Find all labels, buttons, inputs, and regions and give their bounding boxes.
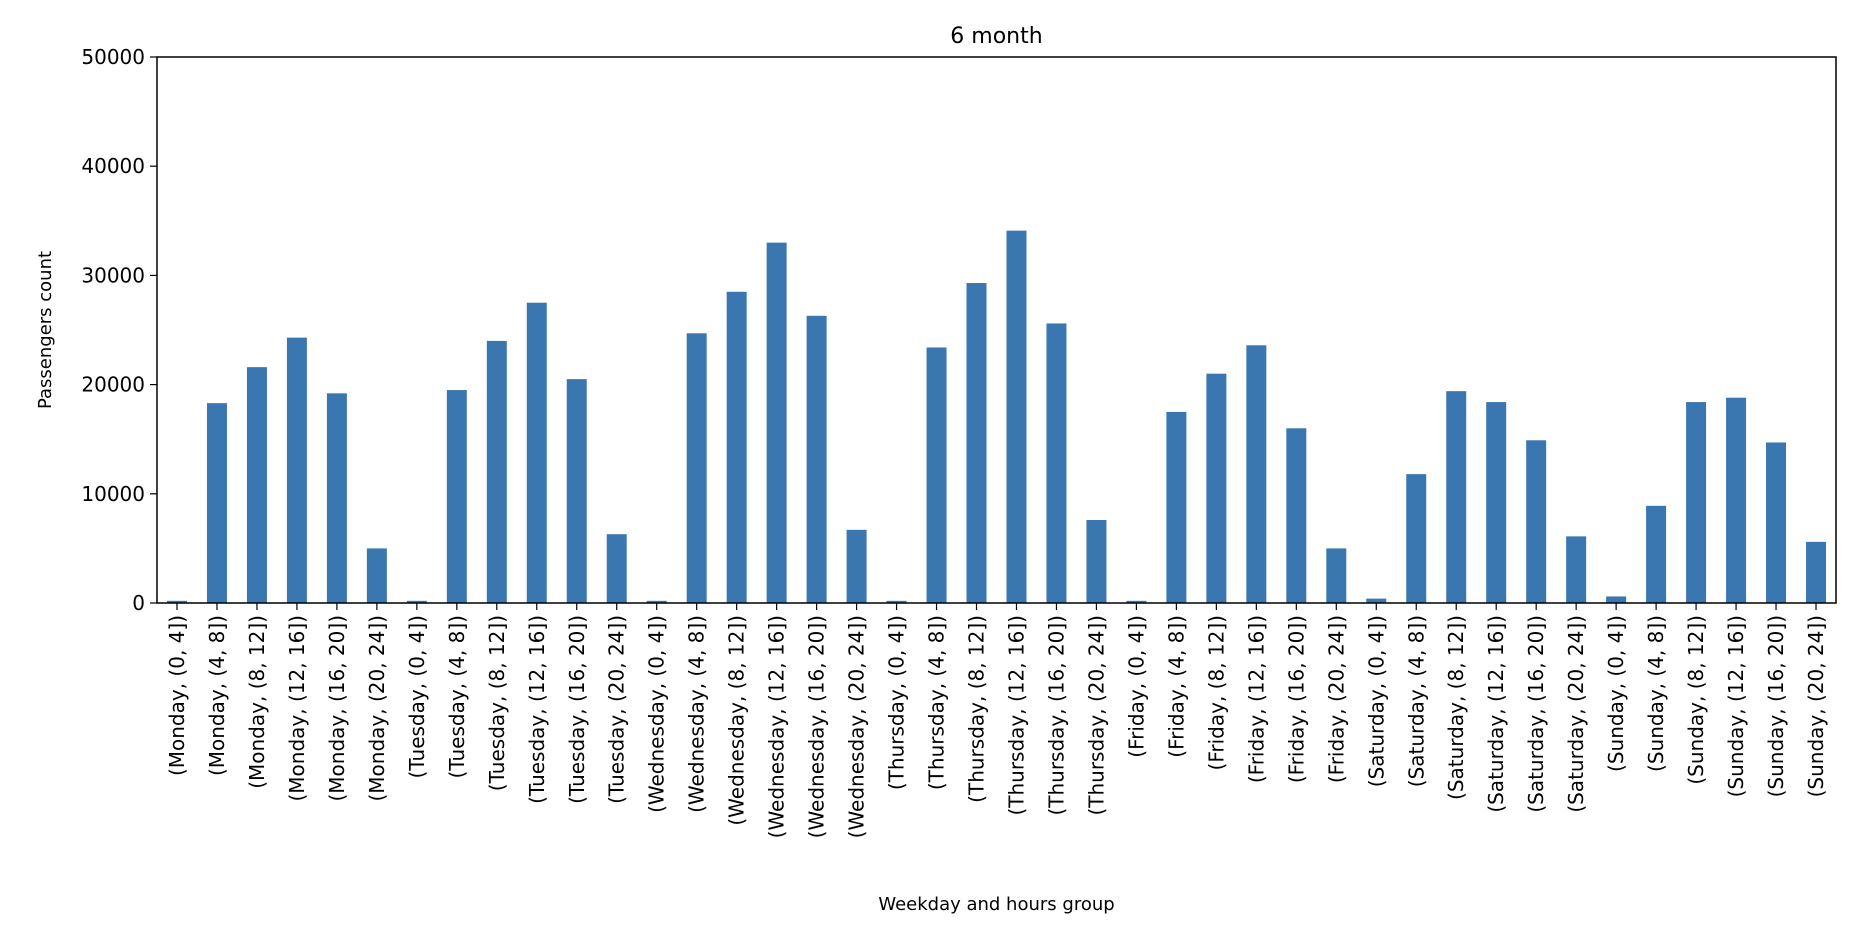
x-tick-label: (Sunday, (20, 24]) (1804, 615, 1828, 797)
bar (1726, 397, 1747, 603)
x-tick-label: (Tuesday, (12, 16]) (525, 615, 549, 804)
bar (1806, 541, 1827, 603)
bar (1366, 598, 1387, 603)
x-tick-label: (Saturday, (8, 12]) (1444, 615, 1468, 800)
x-tick-label: (Wednesday, (16, 20]) (805, 615, 829, 838)
x-tick-label: (Friday, (20, 24]) (1324, 615, 1348, 783)
x-tick-label: (Saturday, (20, 24]) (1564, 615, 1588, 813)
x-tick-label: (Thursday, (4, 8]) (925, 615, 949, 790)
y-axis: 0 10000 20000 30000 40000 50000 (81, 45, 157, 615)
x-tick-label: (Sunday, (0, 4]) (1604, 615, 1628, 772)
x-tick-label: (Thursday, (16, 20]) (1044, 615, 1068, 816)
bar (1406, 474, 1427, 603)
bar (1166, 411, 1187, 603)
x-tick-label: (Friday, (8, 12]) (1204, 615, 1228, 770)
x-tick-label: (Monday, (12, 16]) (285, 615, 309, 802)
bar (686, 333, 707, 603)
bar (326, 393, 347, 603)
bar (166, 600, 187, 603)
x-tick-label: (Tuesday, (16, 20]) (565, 615, 589, 804)
x-tick-label: (Monday, (8, 12]) (245, 615, 269, 789)
x-tick-label: (Sunday, (4, 8]) (1644, 615, 1668, 772)
bar (1486, 402, 1507, 603)
y-tick-label: 0 (132, 591, 145, 615)
x-tick-label: (Thursday, (12, 16]) (1004, 615, 1028, 816)
x-tick-label: (Saturday, (4, 8]) (1404, 615, 1428, 787)
x-tick-label: (Tuesday, (4, 8]) (445, 615, 469, 778)
bar (286, 337, 307, 603)
x-tick-label: (Sunday, (16, 20]) (1764, 615, 1788, 797)
plot-frame (156, 56, 1837, 604)
bar (406, 600, 427, 603)
bar (926, 347, 947, 603)
y-tick-label: 40000 (81, 154, 145, 178)
bar (726, 291, 747, 603)
bar (1526, 440, 1547, 603)
bar (1206, 373, 1227, 603)
x-tick-label: (Saturday, (16, 20]) (1524, 615, 1548, 813)
x-tick-label: (Wednesday, (12, 16]) (765, 615, 789, 838)
bar (966, 283, 987, 603)
x-tick-label: (Wednesday, (8, 12]) (725, 615, 749, 826)
bar (526, 302, 547, 603)
bar (1446, 391, 1467, 603)
y-tick-label: 30000 (81, 263, 145, 287)
x-tick-label: (Thursday, (8, 12]) (965, 615, 989, 803)
bar (646, 600, 667, 603)
x-tick-label: (Thursday, (20, 24]) (1084, 615, 1108, 816)
x-tick-label: (Tuesday, (20, 24]) (605, 615, 629, 804)
bar (1766, 442, 1787, 603)
chart-title: 6 month (950, 24, 1042, 49)
bar (1086, 520, 1107, 603)
bar (886, 600, 907, 603)
x-tick-label: (Monday, (20, 24]) (365, 615, 389, 802)
bar (246, 367, 267, 603)
x-tick-label: (Wednesday, (0, 4]) (645, 615, 669, 813)
bar (566, 379, 587, 603)
y-tick-label: 20000 (81, 373, 145, 397)
x-tick-label: (Thursday, (0, 4]) (885, 615, 909, 790)
x-tick-label: (Tuesday, (8, 12]) (485, 615, 509, 791)
x-tick-label: (Monday, (4, 8]) (205, 615, 229, 776)
x-axis-title: Weekday and hours group (878, 894, 1114, 915)
x-tick-label: (Wednesday, (20, 24]) (845, 615, 869, 838)
bar (1646, 505, 1667, 603)
x-tick-label: (Friday, (16, 20]) (1284, 615, 1308, 783)
bar (606, 534, 627, 603)
x-tick-label: (Saturday, (12, 16]) (1484, 615, 1508, 813)
x-tick-label: (Wednesday, (4, 8]) (685, 615, 709, 813)
x-tick-label: (Saturday, (0, 4]) (1364, 615, 1388, 787)
bar (1686, 402, 1707, 603)
bar (446, 390, 467, 603)
y-tick-label: 10000 (81, 482, 145, 506)
bar (1126, 600, 1147, 603)
x-tick-label: (Tuesday, (0, 4]) (405, 615, 429, 778)
bar (366, 548, 387, 603)
x-tick-label: (Friday, (12, 16]) (1244, 615, 1268, 783)
bar (1046, 323, 1067, 603)
x-tick-label: (Monday, (0, 4]) (165, 615, 189, 776)
bars-group (166, 230, 1827, 604)
x-tick-label: (Monday, (16, 20]) (325, 615, 349, 802)
x-tick-label: (Sunday, (12, 16]) (1724, 615, 1748, 797)
bar (846, 529, 867, 603)
x-tick-label: (Sunday, (8, 12]) (1684, 615, 1708, 785)
bar (1326, 548, 1347, 603)
bar (1606, 596, 1627, 603)
bar (766, 242, 787, 603)
bar (1286, 428, 1307, 603)
y-tick-label: 50000 (81, 45, 145, 69)
x-tick-label: (Friday, (4, 8]) (1164, 615, 1188, 758)
y-axis-title: Passengers count (35, 251, 56, 409)
bar (1006, 230, 1027, 604)
x-tick-label: (Friday, (0, 4]) (1124, 615, 1148, 758)
bar (1246, 345, 1267, 603)
bar (806, 315, 827, 603)
bar (206, 403, 227, 603)
x-axis: (Monday, (0, 4]) (Monday, (4, 8]) (Monday,… (165, 603, 1828, 838)
bar (486, 340, 507, 603)
bar (1566, 536, 1587, 603)
